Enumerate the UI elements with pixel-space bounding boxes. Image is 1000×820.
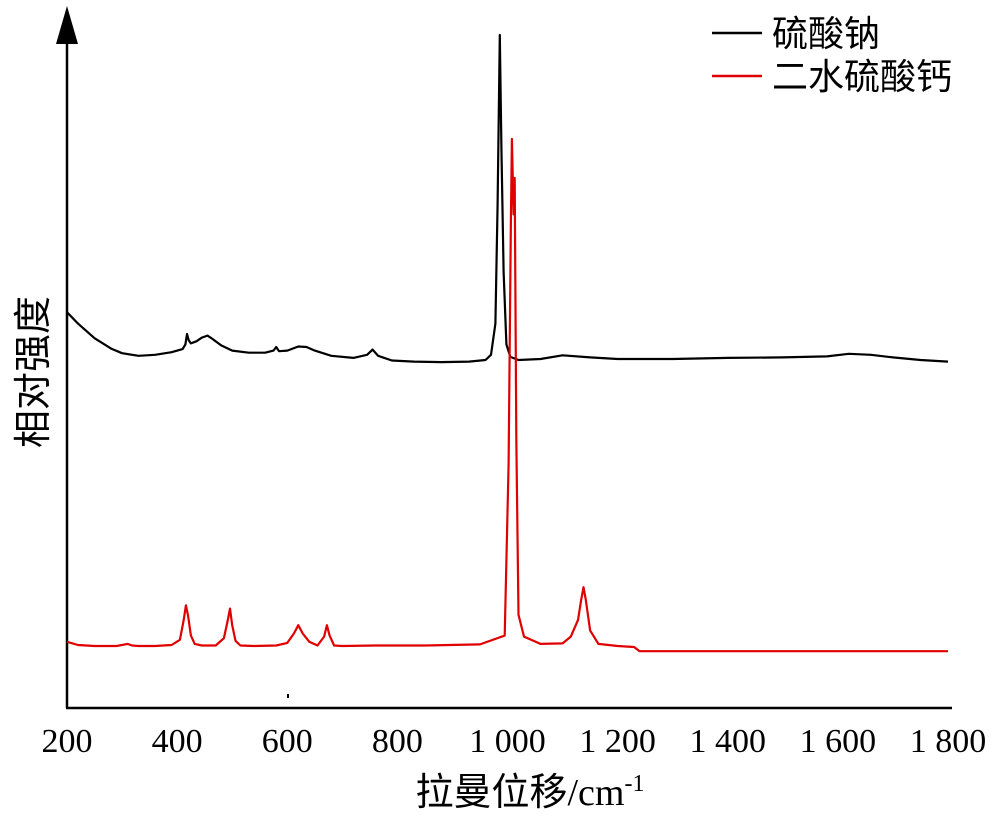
series-line-gypsum	[66, 137, 948, 653]
x-tick-label: 800	[372, 723, 423, 760]
x-tick-label: 400	[152, 723, 203, 760]
x-tick-label: 1 400	[690, 723, 767, 760]
x-tick-label: 1 600	[800, 723, 877, 760]
x-tick-label: 1 200	[579, 723, 656, 760]
x-axis-label-superscript: -1	[624, 771, 644, 797]
series-line-sodium-sulfate	[66, 33, 949, 364]
x-tick-labels: 200 400 600 800 1 000 1 200 1 400 1 600 1 800	[42, 723, 987, 760]
y-axis-arrow-icon	[56, 6, 78, 44]
x-tick-label: 1 000	[469, 723, 546, 760]
axes	[56, 6, 952, 710]
x-tick-label: 200	[42, 723, 93, 760]
x-tick-label: 600	[262, 723, 313, 760]
legend: 硫酸钠 二水硫酸钙	[712, 14, 952, 97]
y-axis-label: 相对强度	[13, 296, 55, 448]
legend-label-sodium-sulfate: 硫酸钠	[772, 14, 880, 54]
x-tick-label: 1 800	[910, 723, 987, 760]
x-axis-label: 拉曼位移/cm-1	[416, 771, 645, 814]
series-group	[66, 33, 949, 653]
legend-label-gypsum: 二水硫酸钙	[772, 57, 952, 97]
